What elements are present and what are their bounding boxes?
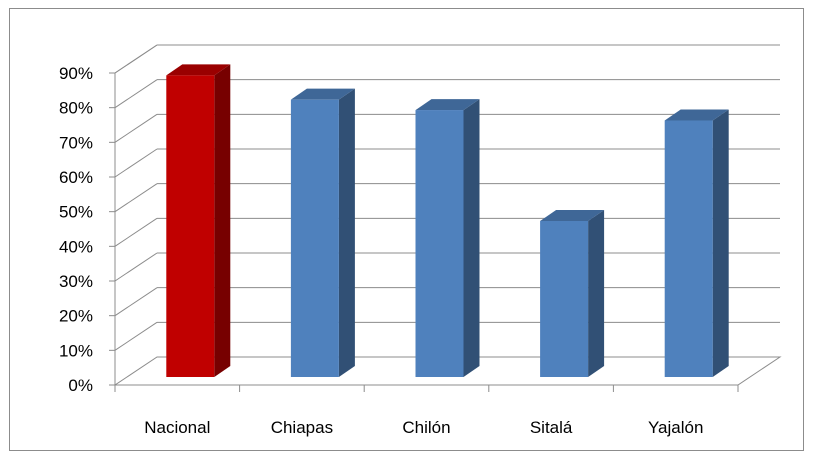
bar-front: [540, 221, 589, 377]
bar-chilón: [415, 99, 480, 378]
y-tick-label: 70%: [59, 133, 93, 152]
gridline-diagonal: [114, 321, 158, 351]
bar-sitalá: [540, 210, 605, 377]
y-axis-ticks: 0% 10% 20% 30% 40% 50% 60% 70% 80% 90%: [59, 64, 115, 395]
bar-top: [664, 109, 729, 121]
gridline-diagonal: [114, 252, 158, 282]
gridline-diagonal: [114, 113, 158, 143]
x-tick-label: Chilón: [402, 418, 450, 437]
y-tick-label: 40%: [59, 237, 93, 256]
gridline-diagonal: [114, 287, 158, 317]
bar-chiapas: [290, 88, 355, 378]
x-axis: [114, 384, 739, 392]
y-tick-label: 0%: [68, 376, 93, 395]
bar-front: [664, 120, 713, 377]
y-tick-label: 60%: [59, 168, 93, 187]
y-tick-label: 30%: [59, 272, 93, 291]
side-wall-edge: [114, 44, 158, 385]
gridline-diagonal: [114, 183, 158, 213]
bar-side: [214, 64, 231, 378]
bar-top: [540, 210, 605, 221]
bar-side: [338, 88, 355, 378]
gridline-diagonal: [114, 217, 158, 247]
x-tick-label: Chiapas: [271, 418, 333, 437]
x-tick-label: Sitalá: [530, 418, 573, 437]
x-tick-label: Nacional: [144, 418, 210, 437]
y-tick-label: 80%: [59, 99, 93, 118]
x-axis-labels: Nacional Chiapas Chilón Sitalá Yajalón: [144, 418, 703, 437]
x-tick-label: Yajalón: [648, 418, 703, 437]
bar-top: [290, 88, 355, 100]
bar-front: [166, 75, 215, 378]
y-tick-label: 20%: [59, 307, 93, 326]
y-tick-label: 90%: [59, 64, 93, 83]
bar-side: [588, 210, 605, 377]
gridline-diagonal: [114, 44, 158, 74]
bars: [166, 64, 729, 378]
bar-top: [415, 99, 480, 111]
bar-front: [290, 99, 339, 378]
bar-nacional: [166, 64, 231, 378]
gridline-diagonal: [114, 79, 158, 109]
y-tick-label: 50%: [59, 203, 93, 222]
bar-front: [415, 110, 464, 378]
bar-top: [166, 64, 231, 76]
y-tick-label: 10%: [59, 341, 93, 360]
bar-side: [712, 109, 729, 377]
gridline-diagonal: [114, 148, 158, 178]
bar-yajalón: [664, 109, 729, 377]
bar-side: [463, 99, 480, 378]
